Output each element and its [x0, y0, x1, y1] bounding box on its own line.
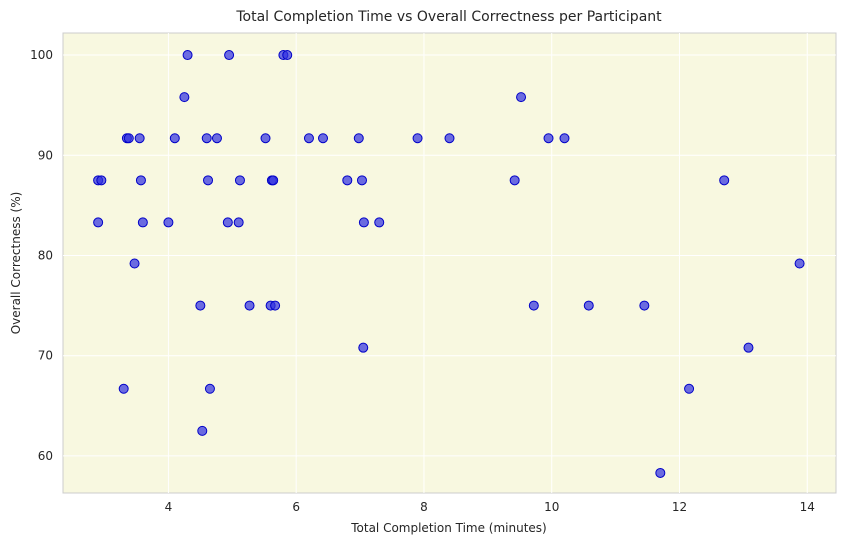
- scatter-point: [201, 133, 212, 144]
- data-points: [93, 50, 805, 478]
- scatter-point: [528, 300, 539, 311]
- scatter-point: [282, 50, 293, 61]
- scatter-point: [211, 133, 222, 144]
- scatter-point: [268, 175, 279, 186]
- x-tick-label: 4: [165, 500, 173, 514]
- scatter-point: [123, 133, 134, 144]
- scatter-point: [794, 258, 805, 269]
- scatter-point: [639, 300, 650, 311]
- scatter-point: [224, 50, 235, 61]
- scatter-point: [559, 133, 570, 144]
- plot-background: [62, 32, 837, 494]
- scatter-point: [260, 133, 271, 144]
- scatter-point: [356, 175, 367, 186]
- chart-title: Total Completion Time vs Overall Correct…: [235, 9, 662, 25]
- scatter-point: [244, 300, 255, 311]
- y-axis-label: Overall Correctness (%): [9, 192, 23, 335]
- x-ticks: 4 6 8 10 12 14: [165, 500, 815, 514]
- x-tick-label: 14: [800, 500, 815, 514]
- x-axis-label: Total Completion Time (minutes): [350, 521, 547, 535]
- scatter-point: [270, 300, 281, 311]
- x-tick-label: 10: [544, 500, 559, 514]
- scatter-point: [118, 383, 129, 394]
- scatter-point: [204, 383, 215, 394]
- scatter-point: [93, 217, 104, 228]
- scatter-point: [222, 217, 233, 228]
- scatter-point: [303, 133, 314, 144]
- y-tick-label: 80: [38, 248, 53, 262]
- scatter-point: [163, 217, 174, 228]
- scatter-point: [655, 467, 666, 478]
- scatter-point: [195, 300, 206, 311]
- scatter-point: [197, 425, 208, 436]
- y-tick-label: 100: [30, 48, 53, 62]
- scatter-point: [96, 175, 107, 186]
- x-tick-label: 8: [420, 500, 428, 514]
- scatter-point: [719, 175, 730, 186]
- scatter-point: [684, 383, 695, 394]
- y-ticks: 60 70 80 90 100: [30, 48, 53, 463]
- scatter-point: [203, 175, 214, 186]
- y-tick-label: 90: [38, 148, 53, 162]
- y-tick-label: 70: [38, 349, 53, 363]
- scatter-point: [543, 133, 554, 144]
- scatter-point: [234, 175, 245, 186]
- scatter-point: [353, 133, 364, 144]
- scatter-point: [516, 92, 527, 103]
- scatter-point: [444, 133, 455, 144]
- scatter-point: [358, 342, 369, 353]
- scatter-point: [182, 50, 193, 61]
- scatter-point: [412, 133, 423, 144]
- scatter-point: [743, 342, 754, 353]
- scatter-point: [137, 217, 148, 228]
- scatter-point: [129, 258, 140, 269]
- scatter-point: [318, 133, 329, 144]
- scatter-point: [509, 175, 520, 186]
- scatter-point: [233, 217, 244, 228]
- scatter-point: [169, 133, 180, 144]
- scatter-point: [358, 217, 369, 228]
- scatter-point: [583, 300, 594, 311]
- scatter-point: [179, 92, 190, 103]
- scatter-point: [135, 175, 146, 186]
- scatter-point: [134, 133, 145, 144]
- x-tick-label: 12: [672, 500, 687, 514]
- y-tick-label: 60: [38, 449, 53, 463]
- scatter-point: [374, 217, 385, 228]
- scatter-point: [342, 175, 353, 186]
- x-tick-label: 6: [292, 500, 300, 514]
